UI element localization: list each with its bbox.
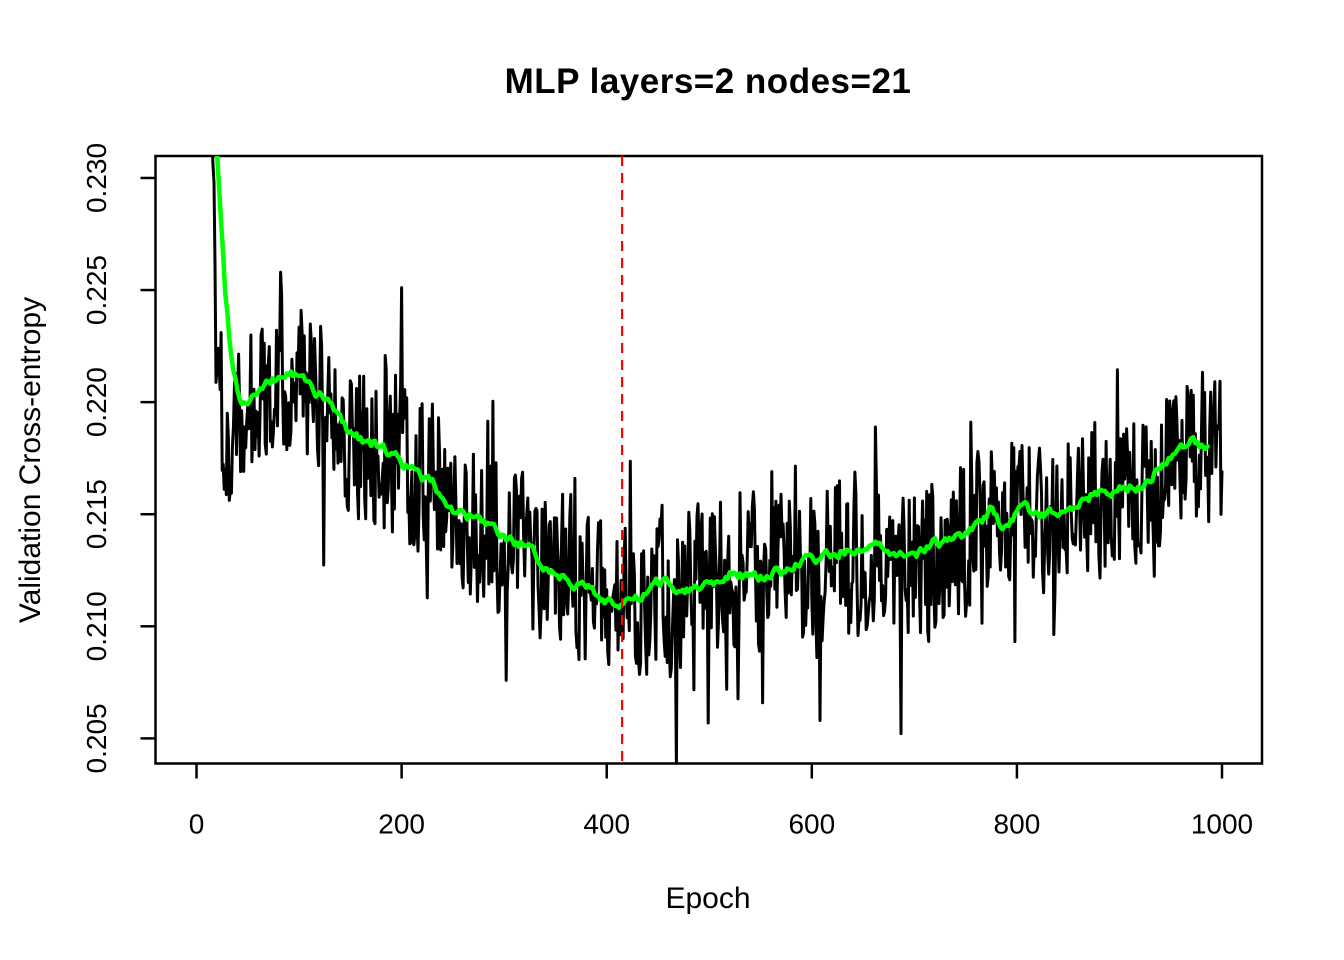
series-validation-line [211,156,1224,764]
x-tick-label: 200 [378,809,425,840]
plot-box [154,154,1264,765]
y-tick-label: 0.220 [81,367,112,437]
x-tick-label: 1000 [1191,809,1253,840]
y-tick-label: 0.210 [81,591,112,661]
x-tick-label: 0 [189,809,205,840]
series-group [211,156,1224,764]
x-tick-label: 800 [994,809,1041,840]
y-tick-label: 0.230 [81,143,112,213]
chart-title: MLP layers=2 nodes=21 [504,62,912,101]
series-running-mean-line [214,156,1210,611]
y-tick-label: 0.225 [81,255,112,325]
y-tick-label: 0.205 [81,703,112,773]
x-axis-label: Epoch [665,882,751,915]
x-tick-label: 400 [583,809,630,840]
x-tick-label: 600 [788,809,835,840]
y-tick-label: 0.215 [81,479,112,549]
